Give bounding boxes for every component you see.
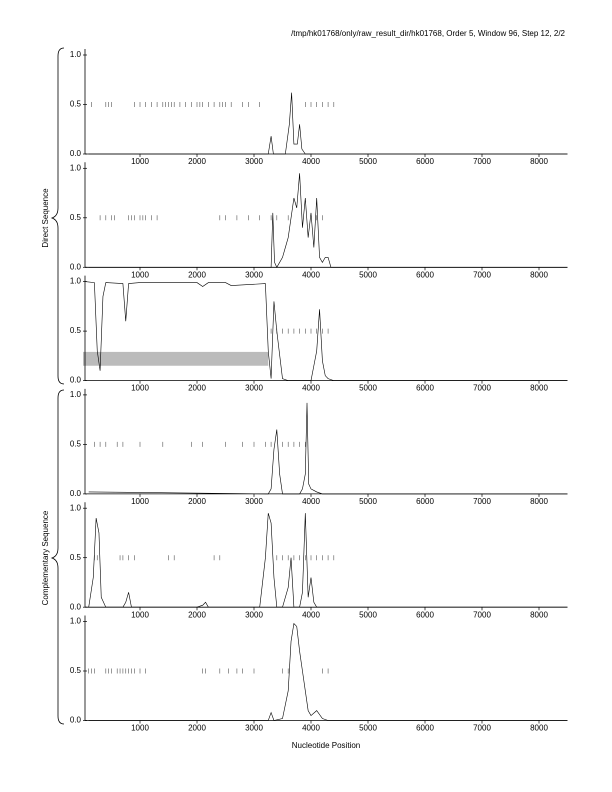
x-tick-label: 7000	[473, 610, 491, 619]
x-tick-label: 6000	[416, 157, 434, 166]
x-tick-label: 4000	[302, 384, 320, 393]
y-tick-label: 1.0	[70, 503, 82, 512]
x-tick-label: 7000	[473, 724, 491, 733]
x-tick-label: 8000	[530, 724, 548, 733]
x-tick-label: 1000	[131, 270, 149, 279]
x-axis-label: Nucleotide Position	[292, 741, 360, 750]
x-tick-label: 1000	[131, 157, 149, 166]
y-tick-label: 0.0	[70, 262, 82, 271]
x-tick-label: 3000	[245, 157, 263, 166]
y-tick-label: 1.0	[70, 277, 82, 286]
y-tick-label: 0.0	[70, 716, 82, 725]
x-tick-label: 3000	[245, 497, 263, 506]
x-tick-label: 1000	[131, 724, 149, 733]
x-tick-label: 5000	[359, 270, 377, 279]
x-tick-label: 2000	[188, 270, 206, 279]
x-tick-label: 8000	[530, 610, 548, 619]
x-tick-label: 8000	[530, 270, 548, 279]
trace	[88, 402, 568, 495]
x-tick-label: 8000	[530, 497, 548, 506]
y-tick-label: 1.0	[70, 390, 82, 399]
x-tick-label: 7000	[473, 497, 491, 506]
x-tick-label: 7000	[473, 384, 491, 393]
group-brace	[50, 47, 65, 385]
x-tick-label: 2000	[188, 724, 206, 733]
highlight-band	[83, 351, 269, 366]
x-tick-label: 3000	[245, 270, 263, 279]
trace	[88, 622, 568, 721]
x-tick-label: 5000	[359, 610, 377, 619]
x-tick-label: 6000	[416, 497, 434, 506]
y-tick-label: 0.0	[70, 602, 82, 611]
x-tick-label: 2000	[188, 384, 206, 393]
y-tick-label: 0.5	[70, 666, 82, 675]
y-tick-label: 0.0	[70, 376, 82, 385]
x-tick-label: 3000	[245, 384, 263, 393]
x-tick-label: 6000	[416, 384, 434, 393]
x-tick-label: 5000	[359, 724, 377, 733]
x-tick-label: 8000	[530, 384, 548, 393]
x-tick-label: 4000	[302, 724, 320, 733]
x-tick-label: 4000	[302, 270, 320, 279]
group-brace	[50, 389, 65, 725]
trace	[88, 173, 568, 268]
x-tick-label: 3000	[245, 724, 263, 733]
trace	[88, 92, 568, 155]
x-tick-label: 7000	[473, 270, 491, 279]
x-tick-label: 3000	[245, 610, 263, 619]
page-title: /tmp/hk01768/only/raw_result_dir/hk01768…	[291, 29, 565, 38]
x-tick-label: 6000	[416, 724, 434, 733]
x-tick-label: 5000	[359, 157, 377, 166]
x-tick-label: 8000	[530, 157, 548, 166]
y-tick-label: 0.5	[70, 553, 82, 562]
y-tick-label: 1.0	[70, 617, 82, 626]
y-tick-label: 1.0	[70, 50, 82, 59]
trace	[84, 281, 568, 381]
x-tick-label: 4000	[302, 610, 320, 619]
y-tick-label: 0.0	[70, 489, 82, 498]
y-tick-label: 1.0	[70, 163, 82, 172]
group-label: Direct Sequence	[41, 188, 50, 248]
x-tick-label: 2000	[188, 610, 206, 619]
y-tick-label: 0.5	[70, 100, 82, 109]
y-tick-label: 0.0	[70, 149, 82, 158]
x-tick-label: 1000	[131, 384, 149, 393]
trace	[88, 513, 568, 608]
x-tick-label: 1000	[131, 497, 149, 506]
x-tick-label: 5000	[359, 384, 377, 393]
x-tick-label: 7000	[473, 157, 491, 166]
x-tick-label: 2000	[188, 157, 206, 166]
x-tick-label: 6000	[416, 270, 434, 279]
x-tick-label: 1000	[131, 610, 149, 619]
x-tick-label: 4000	[302, 157, 320, 166]
y-tick-label: 0.5	[70, 326, 82, 335]
x-tick-label: 2000	[188, 497, 206, 506]
x-tick-label: 5000	[359, 497, 377, 506]
group-label: Complementary Sequence	[41, 510, 50, 605]
y-tick-label: 0.5	[70, 213, 82, 222]
y-tick-label: 0.5	[70, 440, 82, 449]
x-tick-label: 6000	[416, 610, 434, 619]
x-tick-label: 4000	[302, 497, 320, 506]
